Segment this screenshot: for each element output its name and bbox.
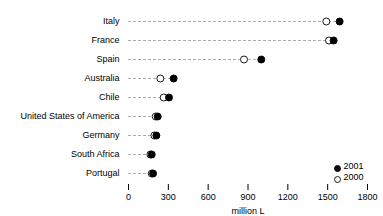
- svg-text:Germany: Germany: [82, 130, 120, 140]
- svg-text:300: 300: [161, 192, 176, 202]
- svg-text:Australia: Australia: [84, 73, 119, 83]
- svg-text:Spain: Spain: [96, 54, 119, 64]
- svg-text:France: France: [91, 35, 119, 45]
- svg-text:Chile: Chile: [99, 92, 120, 102]
- svg-text:600: 600: [201, 192, 216, 202]
- svg-text:Italy: Italy: [103, 16, 120, 26]
- svg-text:Portugal: Portugal: [86, 168, 120, 178]
- svg-text:South Africa: South Africa: [71, 149, 120, 159]
- svg-text:1800: 1800: [357, 192, 377, 202]
- svg-text:million L: million L: [231, 206, 264, 216]
- svg-text:2000: 2000: [343, 172, 363, 182]
- svg-text:2001: 2001: [343, 161, 363, 171]
- svg-text:1500: 1500: [318, 192, 338, 202]
- svg-text:0: 0: [126, 192, 131, 202]
- svg-text:900: 900: [240, 192, 255, 202]
- svg-text:1200: 1200: [278, 192, 298, 202]
- svg-text:United States of America: United States of America: [20, 111, 119, 121]
